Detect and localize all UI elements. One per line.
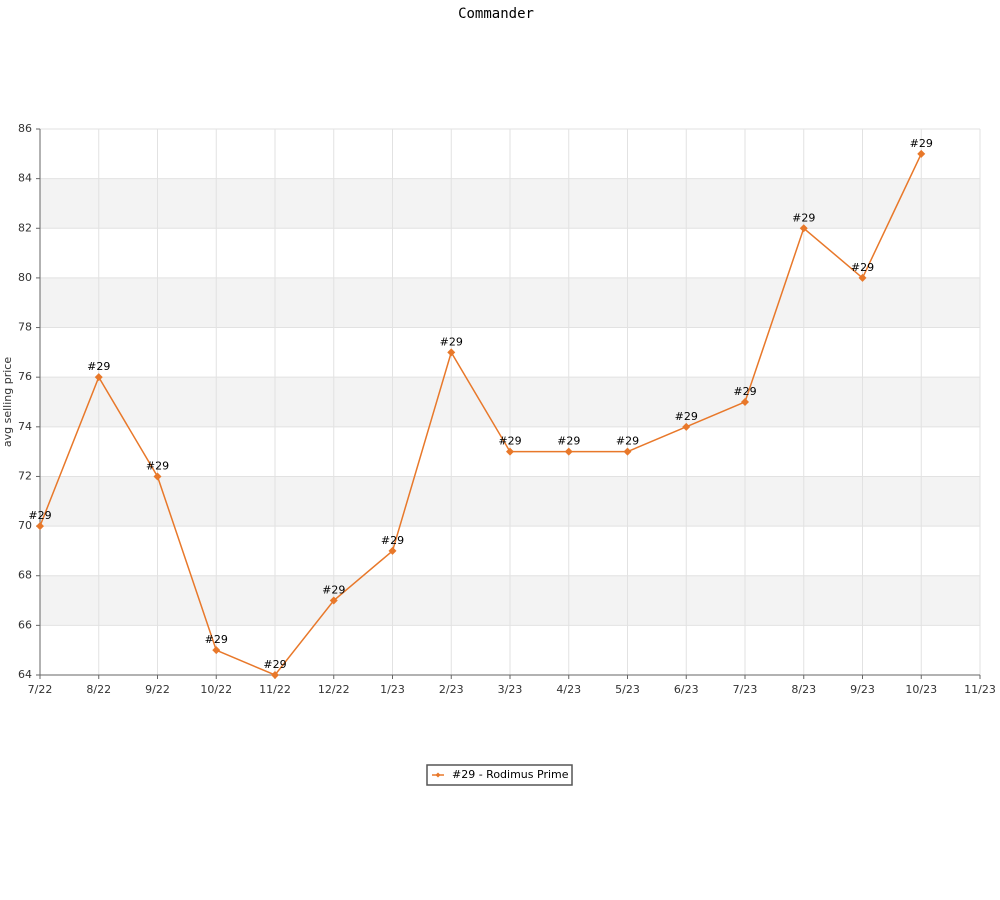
point-label: #29 bbox=[322, 584, 345, 597]
point bbox=[741, 398, 749, 406]
point bbox=[388, 546, 397, 555]
point-label: #29 bbox=[851, 261, 874, 274]
y-tick-label: 82 bbox=[18, 221, 32, 234]
x-tick-label: 5/23 bbox=[615, 683, 640, 696]
point bbox=[94, 373, 103, 382]
x-tick-label: 6/23 bbox=[674, 683, 699, 696]
point-label: #29 bbox=[675, 410, 698, 423]
y-axis-label: avg selling price bbox=[1, 357, 14, 447]
legend-marker bbox=[435, 772, 441, 778]
point-label: #29 bbox=[205, 633, 228, 646]
y-tick-label: 80 bbox=[18, 271, 32, 284]
y-tick-label: 78 bbox=[18, 321, 32, 334]
point bbox=[212, 646, 221, 655]
x-tick-label: 1/23 bbox=[380, 683, 405, 696]
point-label: #29 bbox=[557, 435, 580, 448]
legend bbox=[426, 764, 573, 786]
y-tick-label: 76 bbox=[18, 370, 32, 383]
point-label: #29 bbox=[381, 534, 404, 547]
x-tick-label: 9/23 bbox=[850, 683, 875, 696]
point-label: #29 bbox=[440, 335, 463, 348]
point bbox=[153, 472, 162, 481]
point-label: #29 bbox=[733, 385, 756, 398]
point-label: #29 bbox=[792, 211, 815, 224]
y-tick-label: 74 bbox=[18, 420, 32, 433]
y-tick-label: 72 bbox=[18, 469, 32, 482]
point bbox=[564, 447, 573, 456]
y-tick-label: 84 bbox=[18, 172, 32, 185]
x-tick-label: 12/22 bbox=[318, 683, 350, 696]
x-tick-label: 7/22 bbox=[28, 683, 53, 696]
x-tick-label: 10/22 bbox=[200, 683, 232, 696]
point bbox=[506, 447, 514, 456]
y-tick-label: 86 bbox=[18, 122, 32, 135]
x-tick-label: 10/23 bbox=[905, 683, 937, 696]
point bbox=[447, 348, 456, 357]
x-tick-label: 2/23 bbox=[439, 683, 464, 696]
chart-title: Commander bbox=[458, 6, 534, 22]
point bbox=[858, 273, 867, 282]
point bbox=[329, 596, 338, 605]
x-tick-label: 8/22 bbox=[86, 683, 111, 696]
x-tick-label: 3/23 bbox=[498, 683, 523, 696]
point bbox=[682, 422, 691, 431]
point-label: #29 bbox=[146, 459, 169, 472]
series-line bbox=[39, 153, 922, 676]
y-tick-label: 70 bbox=[18, 519, 32, 532]
y-tick-label: 64 bbox=[18, 668, 32, 681]
point-label: #29 bbox=[910, 137, 933, 150]
legend-label: #29 - Rodimus Prime bbox=[452, 768, 569, 781]
point-label: #29 bbox=[616, 435, 639, 448]
y-tick-label: 66 bbox=[18, 618, 32, 631]
point bbox=[917, 149, 926, 158]
point-label: #29 bbox=[28, 509, 51, 522]
x-tick-label: 7/23 bbox=[733, 683, 758, 696]
point bbox=[271, 671, 279, 679]
point bbox=[799, 224, 808, 233]
x-tick-label: 9/22 bbox=[145, 683, 170, 696]
x-tick-label: 8/23 bbox=[791, 683, 816, 696]
x-tick-label: 11/22 bbox=[259, 683, 291, 696]
x-tick-label: 4/23 bbox=[556, 683, 581, 696]
point-label: #29 bbox=[498, 435, 521, 448]
y-tick-label: 68 bbox=[18, 569, 32, 582]
point bbox=[623, 447, 632, 456]
point-label: #29 bbox=[263, 658, 286, 671]
x-tick-label: 11/23 bbox=[964, 683, 996, 696]
point bbox=[36, 522, 44, 531]
point-label: #29 bbox=[87, 360, 110, 373]
